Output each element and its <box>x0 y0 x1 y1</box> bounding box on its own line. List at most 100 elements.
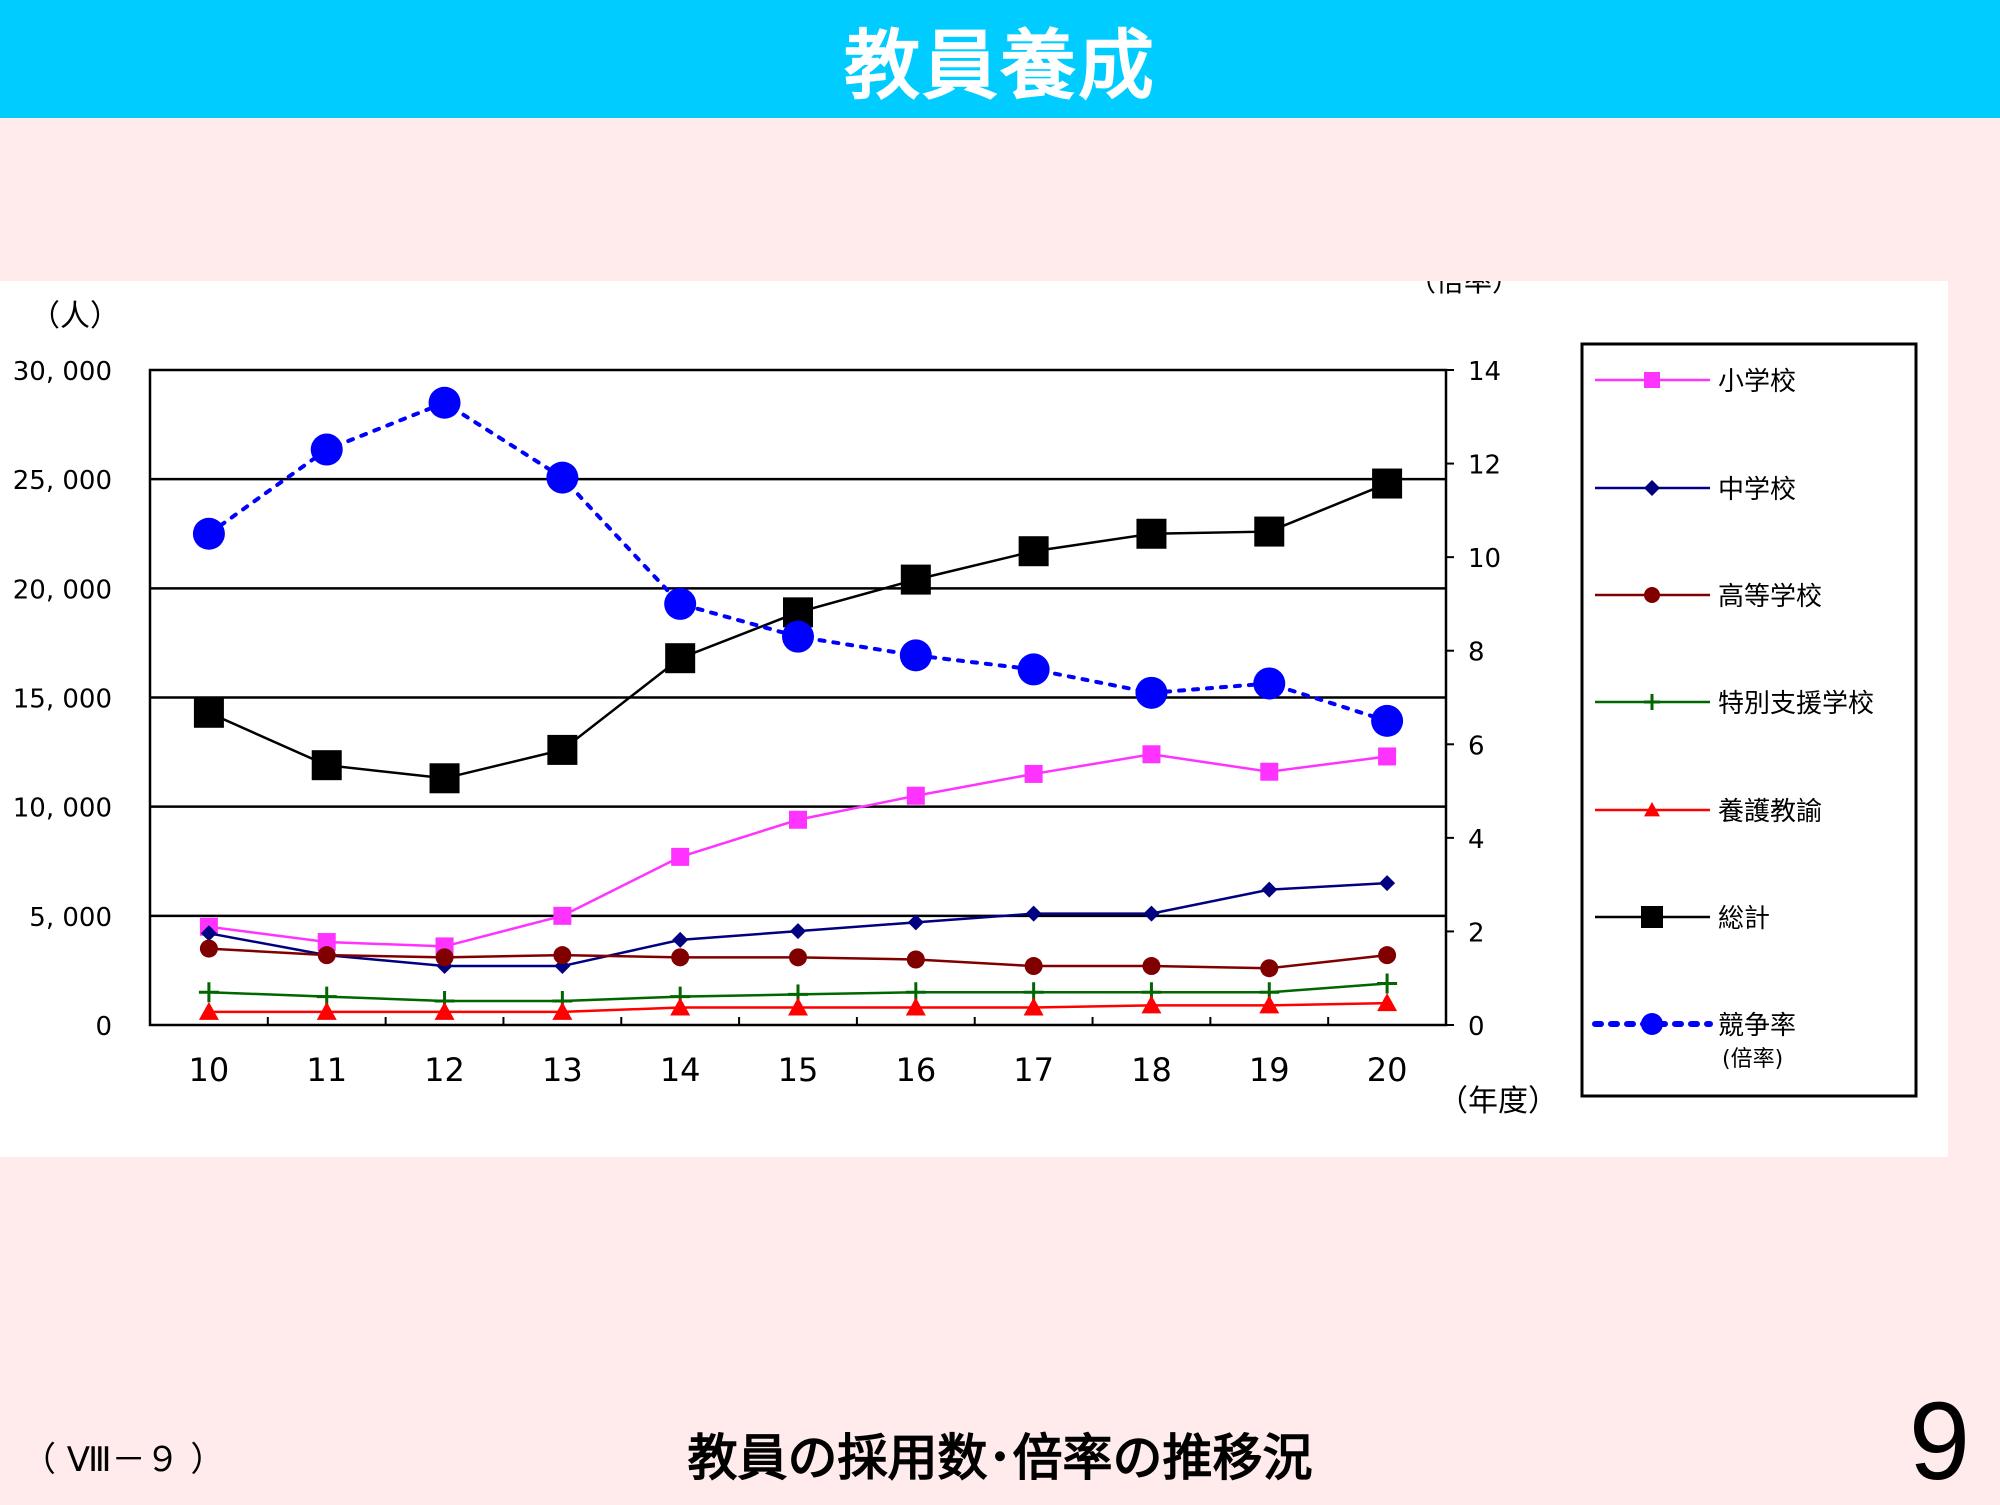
data-point-6 <box>899 639 932 672</box>
data-point-6 <box>664 587 697 620</box>
slide-code: （ Ⅷ－９ ） <box>22 1440 225 1480</box>
data-point-5 <box>900 564 931 595</box>
data-point-0 <box>553 906 572 925</box>
data-point-0 <box>1142 745 1161 764</box>
data-point-4 <box>198 1001 219 1020</box>
data-point-2 <box>1260 959 1279 978</box>
data-point-4 <box>316 1001 337 1020</box>
y-tick-label-left: 0 <box>95 1012 112 1042</box>
data-point-1 <box>1143 905 1160 922</box>
page-title: 教員養成 <box>844 21 1156 110</box>
data-point-5 <box>311 750 342 781</box>
y-tick-label-left: 30, 000 <box>13 357 112 387</box>
header-bar: 教員養成 <box>0 0 2000 118</box>
legend-marker <box>1641 906 1663 928</box>
data-point-6 <box>1135 676 1168 709</box>
data-point-1 <box>1261 881 1278 898</box>
data-point-5 <box>665 643 696 674</box>
y-tick-label-right: 2 <box>1468 918 1485 948</box>
x-tick-label: 12 <box>424 1051 465 1089</box>
line-chart: 0 5, 000 10, 000 15, 000 20, 000 25, 000 30, 0… <box>13 281 1918 1119</box>
data-point-4 <box>434 1001 455 1020</box>
x-tick-label: 20 <box>1367 1051 1408 1089</box>
data-point-1 <box>200 925 217 942</box>
data-point-5 <box>429 763 460 794</box>
y-tick-label-right: 14 <box>1468 357 1501 387</box>
x-tick-label: 10 <box>189 1051 230 1089</box>
data-point-1 <box>1025 905 1042 922</box>
data-point-2 <box>435 948 454 967</box>
data-point-1 <box>672 931 689 948</box>
page-number: 9 <box>1908 1380 1970 1503</box>
y-tick-label-left: 15, 000 <box>13 685 112 715</box>
legend-label: 競争率 <box>1718 1011 1796 1041</box>
data-point-0 <box>671 847 690 866</box>
data-point-5 <box>1372 468 1403 499</box>
y-tick-label-right: 4 <box>1468 825 1485 855</box>
data-point-0 <box>1378 747 1397 766</box>
x-tick-label: 16 <box>895 1051 936 1089</box>
data-point-0 <box>317 933 336 952</box>
data-point-5 <box>1254 516 1285 547</box>
y-tick-label-right: 10 <box>1468 544 1501 574</box>
y-axis-label-left: （人） <box>30 299 120 334</box>
x-tick-label: 17 <box>1013 1051 1054 1089</box>
series-line-6 <box>206 400 1390 723</box>
data-point-5 <box>547 734 578 765</box>
x-tick-label: 15 <box>778 1051 819 1089</box>
x-axis-label: （年度） <box>1438 1084 1558 1119</box>
data-point-0 <box>789 810 807 829</box>
chart-panel: 0 5, 000 10, 000 15, 000 20, 000 25, 000 30, 0… <box>0 281 1948 1157</box>
data-point-0 <box>906 786 925 805</box>
legend-label: 小学校 <box>1718 367 1796 397</box>
data-point-6 <box>1017 653 1050 686</box>
legend-marker <box>1641 1013 1663 1035</box>
data-point-6 <box>310 433 343 466</box>
data-point-1 <box>907 914 924 931</box>
data-point-2 <box>317 946 336 965</box>
y-tick-label-right: 6 <box>1468 731 1485 761</box>
x-tick-label: 11 <box>306 1051 347 1089</box>
legend-marker <box>1644 480 1660 496</box>
data-point-0 <box>1260 762 1279 781</box>
data-point-6 <box>428 386 461 419</box>
y-tick-label-right: 0 <box>1468 1012 1485 1042</box>
data-point-4 <box>1023 997 1044 1016</box>
y-tick-label-right: 12 <box>1468 451 1501 481</box>
data-point-4 <box>1259 995 1280 1014</box>
y-axis-label-right: （倍率） <box>1408 281 1520 298</box>
data-point-2 <box>553 946 572 965</box>
x-tick-label: 18 <box>1131 1051 1172 1089</box>
y-tick-label-right: 8 <box>1468 638 1485 668</box>
data-point-1 <box>790 923 806 940</box>
data-point-4 <box>1377 993 1398 1012</box>
data-point-4 <box>670 997 691 1016</box>
data-point-5 <box>193 697 224 728</box>
legend-marker <box>1644 802 1660 817</box>
data-point-2 <box>1024 957 1043 976</box>
legend-box <box>1580 342 1918 1098</box>
data-point-2 <box>906 950 925 969</box>
legend-marker <box>1644 372 1660 388</box>
legend-label: 総計 <box>1718 904 1770 934</box>
data-point-2 <box>1378 946 1397 965</box>
y-tick-label-left: 5, 000 <box>29 903 112 933</box>
data-point-6 <box>782 620 814 653</box>
data-point-2 <box>1142 957 1161 976</box>
data-point-4 <box>905 997 926 1016</box>
legend-label: 高等学校 <box>1718 582 1822 612</box>
data-point-2 <box>789 948 807 967</box>
data-point-4 <box>788 997 808 1016</box>
y-tick-label-left: 25, 000 <box>13 466 112 496</box>
data-point-6 <box>1253 667 1286 700</box>
data-point-4 <box>1141 995 1162 1014</box>
data-point-6 <box>1371 704 1404 737</box>
data-point-4 <box>552 1001 573 1020</box>
data-point-5 <box>1018 536 1049 567</box>
chart-caption: 教員の採用数･倍率の推移況 <box>687 1429 1313 1487</box>
data-point-2 <box>199 939 218 958</box>
data-point-5 <box>1136 518 1167 549</box>
data-point-1 <box>1379 875 1396 892</box>
legend-label: 中学校 <box>1718 475 1796 505</box>
data-point-6 <box>192 517 225 550</box>
